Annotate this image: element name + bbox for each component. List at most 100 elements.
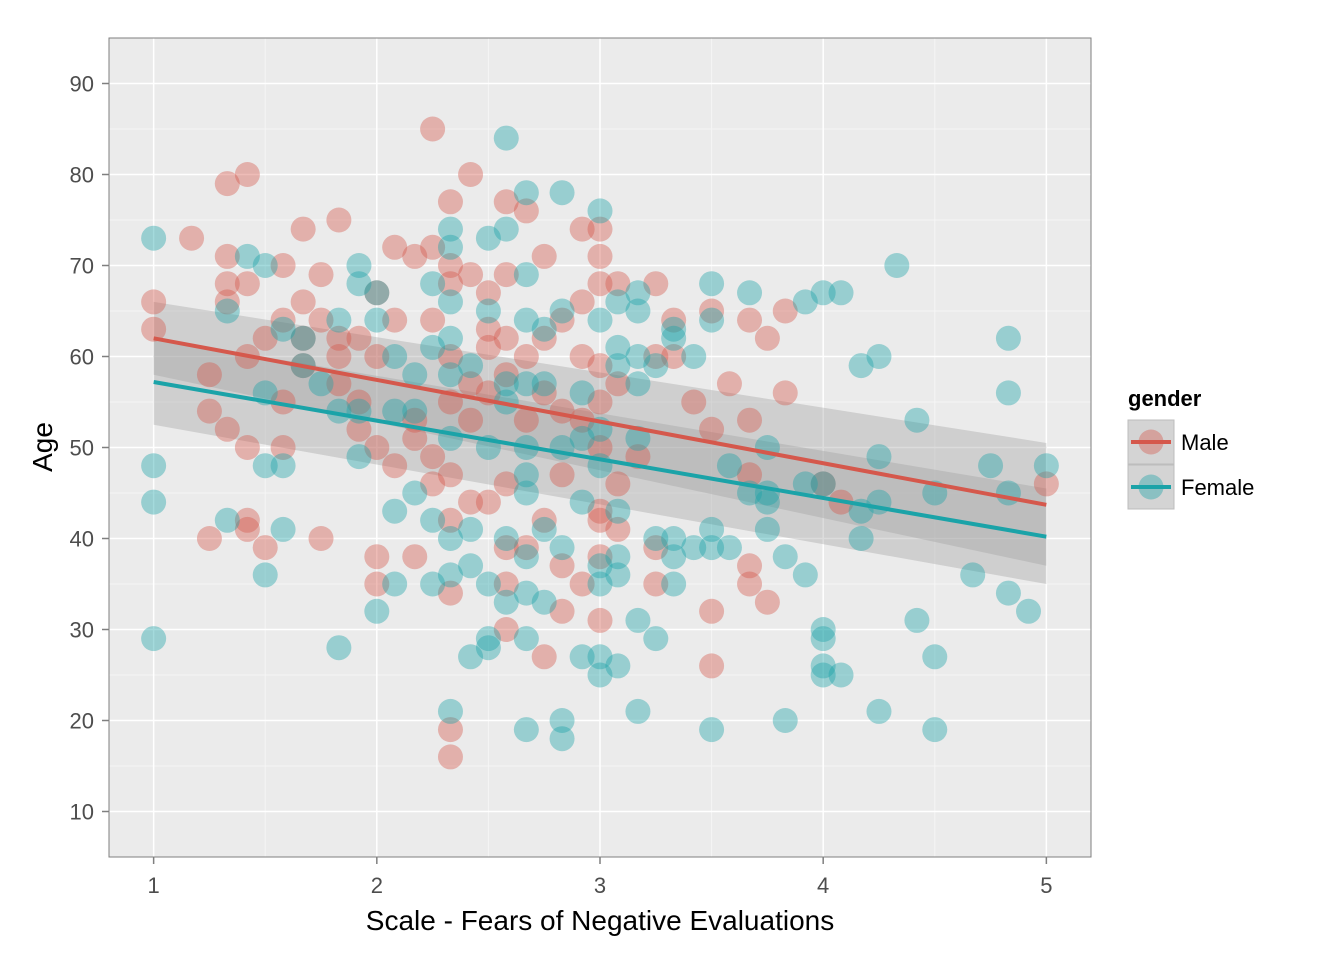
data-point-female — [828, 280, 854, 306]
data-point-male — [326, 344, 352, 369]
data-point-male — [587, 243, 613, 269]
data-point-female — [270, 516, 296, 542]
data-point-male — [587, 544, 613, 570]
data-point-male — [737, 307, 763, 333]
data-point-female — [922, 644, 948, 670]
data-point-male — [737, 571, 763, 597]
data-point-female — [402, 362, 428, 388]
data-point-male — [569, 289, 595, 315]
data-point-female — [625, 280, 651, 306]
data-point-female — [904, 407, 930, 433]
data-point-male — [754, 589, 780, 615]
data-point-female — [754, 516, 780, 542]
data-point-male — [364, 544, 390, 570]
data-point-female — [699, 516, 725, 542]
data-point-male — [346, 325, 372, 351]
data-point-male — [308, 262, 334, 288]
data-point-female — [214, 298, 240, 324]
data-point-male — [308, 526, 334, 551]
data-point-female — [643, 526, 669, 551]
data-point-female — [493, 389, 519, 415]
data-point-male — [364, 571, 390, 597]
data-point-female — [661, 544, 687, 570]
data-point-male — [437, 717, 463, 743]
data-point-female — [252, 562, 278, 588]
data-point-female — [326, 307, 352, 333]
data-point-male — [326, 371, 352, 397]
data-point-male — [531, 325, 557, 351]
y-axis-title: Age — [27, 422, 58, 472]
data-point-female — [458, 553, 484, 579]
data-point-female — [270, 453, 296, 479]
data-point-female — [513, 180, 539, 206]
x-tick-labels: 1 2 3 4 5 — [148, 873, 1053, 898]
data-point-male — [364, 435, 390, 460]
data-point-female — [364, 307, 390, 333]
data-point-male — [531, 380, 557, 406]
data-point-male — [458, 489, 484, 515]
data-point-female — [866, 444, 892, 470]
data-point-male — [605, 271, 631, 297]
data-point-male — [513, 535, 539, 561]
data-point-male — [493, 325, 519, 351]
data-point-female — [364, 598, 390, 624]
x-axis-title: Scale - Fears of Negative Evaluations — [366, 905, 834, 936]
data-point-male — [531, 243, 557, 269]
data-point-female — [605, 562, 631, 588]
data-point-female — [866, 698, 892, 724]
data-point-female — [513, 717, 539, 743]
data-point-male — [364, 280, 390, 306]
data-point-male — [270, 435, 296, 460]
data-point-male — [270, 307, 296, 333]
data-point-male — [605, 371, 631, 397]
x-tick-label: 4 — [817, 873, 829, 898]
data-point-male — [549, 598, 575, 624]
data-point-female — [493, 125, 519, 151]
y-tick-label: 70 — [70, 254, 94, 279]
data-point-female — [437, 425, 463, 451]
data-point-male — [587, 353, 613, 379]
legend-label: Male — [1181, 430, 1229, 455]
data-point-male — [772, 298, 798, 324]
data-point-female — [737, 280, 763, 306]
data-point-male — [234, 507, 260, 533]
data-point-female — [922, 717, 948, 743]
data-point-male — [810, 471, 836, 497]
data-point-female — [884, 253, 910, 278]
legend-title: gender — [1128, 386, 1202, 411]
y-tick-label: 60 — [70, 345, 94, 370]
data-point-female — [493, 371, 519, 397]
y-tick-labels: 10 20 30 40 50 60 70 80 90 — [70, 72, 94, 825]
data-point-male — [643, 535, 669, 561]
data-point-female — [810, 471, 836, 497]
data-point-female — [437, 698, 463, 724]
data-point-female — [290, 325, 316, 351]
data-point-female — [699, 307, 725, 333]
data-point-female — [513, 544, 539, 570]
data-point-male — [382, 307, 408, 333]
data-point-female — [587, 198, 613, 224]
data-point-female — [1016, 598, 1042, 624]
data-point-female — [549, 180, 575, 206]
data-point-female — [716, 535, 742, 561]
data-point-female — [587, 644, 613, 670]
x-tick-label: 3 — [594, 873, 606, 898]
data-point-male — [437, 271, 463, 297]
data-point-female — [810, 653, 836, 679]
data-point-male — [513, 198, 539, 224]
data-point-female — [420, 507, 446, 533]
y-tick-label: 40 — [70, 527, 94, 552]
y-tick-label: 10 — [70, 800, 94, 825]
data-point-female — [141, 489, 167, 515]
y-tick-label: 30 — [70, 618, 94, 643]
data-point-male — [493, 535, 519, 561]
data-point-male — [308, 307, 334, 333]
data-point-female — [326, 635, 352, 661]
data-point-female — [531, 516, 557, 542]
axis-ticks — [102, 82, 1048, 864]
data-point-female — [437, 526, 463, 551]
data-point-male — [493, 617, 519, 642]
data-point-male — [513, 407, 539, 433]
data-point-male — [643, 344, 669, 369]
